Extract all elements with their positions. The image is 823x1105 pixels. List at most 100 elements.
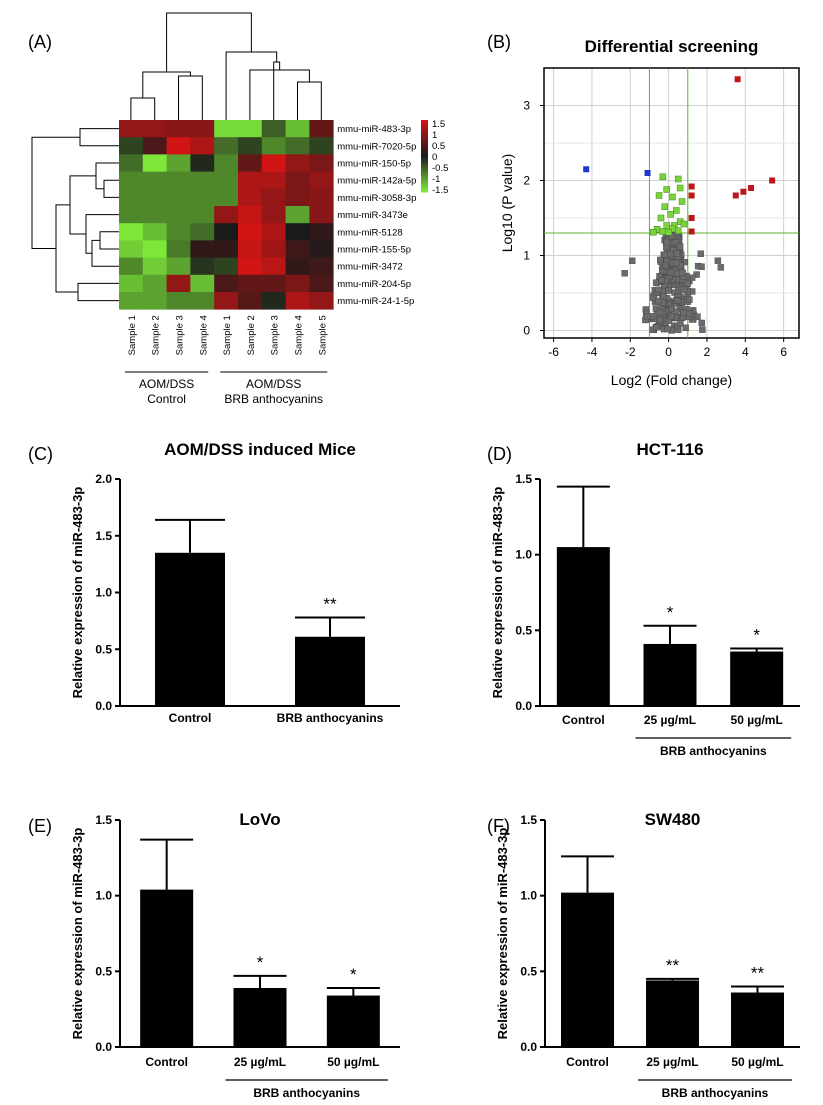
category-label: 50 µg/mL: [731, 713, 783, 727]
scatter-point-ns: [673, 308, 680, 315]
significance-marker: *: [257, 953, 264, 972]
column-label: Sample 4: [198, 315, 209, 355]
scatter-point-ns: [673, 250, 681, 257]
heatmap-cell: [309, 188, 334, 207]
column-label: Sample 5: [317, 315, 328, 355]
heatmap-cell: [190, 274, 215, 293]
category-label: 50 µg/mL: [327, 1055, 379, 1069]
heatmap-cell: [142, 274, 167, 293]
x-tick-label: 2: [704, 345, 711, 359]
scatter-point-ns: [654, 297, 662, 305]
heatmap-cell: [166, 154, 191, 172]
column-dendrogram-branch: [297, 81, 322, 120]
colorbar-segment: [421, 190, 428, 193]
heatmap-cell: [119, 188, 144, 207]
scatter-point-ns: [629, 257, 636, 264]
colorbar-tick: -1.5: [432, 185, 448, 196]
heatmap-cell: [190, 171, 215, 190]
heatmap-cell: [261, 257, 286, 276]
colorbar-tick: -0.5: [432, 163, 448, 174]
heatmap-cell: [238, 171, 263, 190]
colorbar-segment: [421, 158, 428, 161]
y-tick-label: 2.0: [95, 472, 112, 486]
x-tick-label: 0: [665, 345, 672, 359]
chart-title: SW480: [645, 810, 701, 829]
x-axis-label: Log2 (Fold change): [611, 372, 732, 388]
bar-chart-sw480: SW480 0.0 0.5 1.0 1.5 Relative expression of …: [495, 810, 800, 1100]
scatter-point-sig: [674, 227, 682, 234]
scatter-point-ns: [667, 268, 675, 276]
heatmap-cell: [261, 274, 286, 293]
scatter-point-ns: [682, 324, 689, 331]
colorbar-segment: [421, 148, 428, 151]
scatter-point-ns: [717, 264, 725, 271]
scatter-point-up: [740, 188, 747, 195]
significance-marker: *: [753, 625, 760, 644]
heatmap-cell: [238, 292, 263, 310]
heatmap-cell: [214, 154, 239, 172]
colorbar-tick: 0: [432, 152, 437, 163]
y-tick-label: 1.5: [95, 813, 112, 827]
heatmap-cell: [119, 171, 144, 190]
scatter-point-sig: [661, 203, 669, 210]
row-dendrogram-branch: [77, 282, 119, 302]
bar: [731, 992, 784, 1047]
colorbar-segment: [421, 134, 428, 137]
heatmap-cell: [119, 154, 144, 172]
y-tick-label: 3: [523, 99, 530, 113]
heatmap-cell: [238, 137, 263, 155]
row-label: mmu-miR-3058-3p: [337, 193, 416, 204]
colorbar-segment: [421, 130, 428, 133]
bar: [730, 651, 784, 706]
y-tick-label: 1.5: [95, 529, 112, 543]
column-label: Sample 2: [151, 315, 162, 355]
x-tick-label: -6: [548, 345, 559, 359]
row-dendrogram-branch: [79, 128, 119, 147]
colorbar-tick: 1: [432, 130, 437, 141]
bar: [561, 892, 614, 1047]
heatmap-cell: [119, 240, 144, 258]
colorbar-tick: -1: [432, 174, 440, 185]
category-label: 25 µg/mL: [644, 713, 696, 727]
bar: [140, 889, 194, 1047]
y-tick-label: 0.0: [95, 699, 112, 713]
group-label: BRB anthocyanins: [660, 744, 767, 758]
colorbar-tick: 1.5: [432, 119, 445, 130]
row-label: mmu-miR-204-5p: [337, 279, 411, 290]
heatmap-cell: [285, 188, 310, 207]
y-tick-label: 0.0: [520, 1040, 537, 1054]
heatmap-cell: [119, 206, 144, 224]
significance-marker: **: [666, 956, 680, 975]
heatmap-cell: [190, 120, 215, 138]
scatter-point-ns: [652, 305, 660, 312]
column-dendrogram-branch: [178, 75, 203, 120]
heatmap-cell: [285, 292, 310, 310]
y-axis-label: Log10 (P value): [499, 154, 515, 253]
heatmap-cell: [261, 223, 286, 241]
heatmap-cell: [166, 188, 191, 207]
chart-title: LoVo: [239, 810, 280, 829]
heatmap-cell: [238, 240, 263, 258]
heatmap-cell: [309, 292, 334, 310]
x-tick-label: 4: [742, 345, 749, 359]
heatmap-cell: [285, 154, 310, 172]
group-label-line2: Control: [147, 392, 186, 406]
heatmap-cell: [238, 206, 263, 224]
heatmap-cell: [309, 274, 334, 293]
scatter-point-up: [732, 192, 739, 199]
heatmap-cell: [285, 257, 310, 276]
heatmap-cell: [166, 240, 191, 258]
heatmap-cell: [261, 240, 286, 258]
category-label: BRB anthocyanins: [277, 711, 384, 725]
y-tick-label: 1.5: [520, 813, 537, 827]
colorbar-segment: [421, 138, 428, 141]
y-axis-label: Relative expression of miR-483-3p: [70, 828, 85, 1040]
scatter-point-ns: [650, 294, 657, 301]
heatmap-cell: [214, 240, 239, 258]
scatter-point-ns: [663, 238, 671, 246]
scatter-point-ns: [660, 293, 667, 300]
scatter-point-ns: [680, 286, 688, 293]
colorbar-segment: [421, 156, 428, 159]
scatter-point-ns: [668, 232, 676, 240]
colorbar-segment: [421, 140, 428, 143]
